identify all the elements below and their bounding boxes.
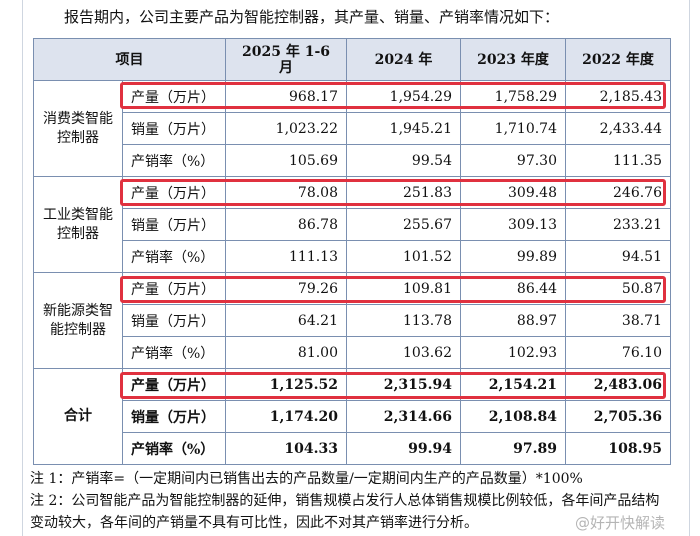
notes: 注 1：产销率=（一定期间内已销售出去的产品数量/一定期间内生产的产品数量）*1… <box>30 468 670 534</box>
header-2023: 2023 年度 <box>460 38 566 81</box>
value-cell: 99.89 <box>460 240 566 273</box>
row-label: 产销率（%） <box>122 144 226 177</box>
production-sales-table: 项目 2025 年 1-6 月 2024 年 2023 年度 2022 年度 消… <box>33 38 671 465</box>
row-label: 销量（万片） <box>122 400 226 433</box>
value-cell: 97.89 <box>460 432 566 465</box>
highlight-box <box>120 276 666 303</box>
table-row: 产销率（%） 81.00 103.62 102.93 76.10 <box>34 336 671 369</box>
value-cell: 99.54 <box>346 144 461 177</box>
value-cell: 2,108.84 <box>460 400 566 433</box>
page-frame <box>22 0 690 536</box>
value-cell: 113.78 <box>346 304 461 337</box>
value-cell: 111.35 <box>565 144 671 177</box>
group-label: 合计 <box>33 368 123 465</box>
row-label: 销量（万片） <box>122 208 226 241</box>
value-cell: 309.13 <box>460 208 566 241</box>
value-cell: 103.62 <box>346 336 461 369</box>
value-cell: 99.94 <box>346 432 461 465</box>
watermark: @好开快解读 <box>575 514 666 532</box>
row-label: 产销率（%） <box>122 240 226 273</box>
highlight-box <box>120 372 666 399</box>
value-cell: 94.51 <box>565 240 671 273</box>
value-cell: 1,023.22 <box>225 112 347 145</box>
note-1: 注 1：产销率=（一定期间内已销售出去的产品数量/一定期间内生产的产品数量）*1… <box>30 471 583 487</box>
intro-text: 报告期内，公司主要产品为智能控制器，其产量、销量、产销率情况如下： <box>64 8 560 26</box>
table-row: 销量（万片） 64.21 113.78 88.97 38.71 <box>34 304 671 337</box>
note-2: 注 2：公司智能产品为智能控制器的延伸，销售规模占发行人总体销售规模比例较低，各… <box>30 493 660 531</box>
value-cell: 86.78 <box>225 208 347 241</box>
group-label: 消费类智能控制器 <box>33 80 123 177</box>
header-2024: 2024 年 <box>346 38 461 81</box>
row-label: 销量（万片） <box>122 112 226 145</box>
group-label: 工业类智能控制器 <box>33 176 123 273</box>
table-row: 销量（万片） 1,023.22 1,945.21 1,710.74 2,433.44 <box>34 112 671 145</box>
value-cell: 1,945.21 <box>346 112 461 145</box>
value-cell: 2,433.44 <box>565 112 671 145</box>
value-cell: 97.30 <box>460 144 566 177</box>
value-cell: 255.67 <box>346 208 461 241</box>
value-cell: 64.21 <box>225 304 347 337</box>
highlight-box <box>120 179 666 206</box>
value-cell: 38.71 <box>565 304 671 337</box>
table-row: 产销率（%） 111.13 101.52 99.89 94.51 <box>34 240 671 273</box>
table-row: 销量（万片） 1,174.20 2,314.66 2,108.84 2,705.36 <box>34 400 671 433</box>
value-cell: 105.69 <box>225 144 347 177</box>
value-cell: 88.97 <box>460 304 566 337</box>
row-label: 产销率（%） <box>122 432 226 465</box>
table-row: 销量（万片） 86.78 255.67 309.13 233.21 <box>34 208 671 241</box>
value-cell: 104.33 <box>225 432 347 465</box>
group-label: 新能源类智能控制器 <box>33 272 123 369</box>
header-item: 项目 <box>33 38 226 81</box>
header-2022: 2022 年度 <box>565 38 671 81</box>
value-cell: 102.93 <box>460 336 566 369</box>
value-cell: 233.21 <box>565 208 671 241</box>
value-cell: 101.52 <box>346 240 461 273</box>
value-cell: 108.95 <box>565 432 671 465</box>
header-2025h1: 2025 年 1-6 月 <box>225 38 347 81</box>
value-cell: 76.10 <box>565 336 671 369</box>
row-label: 销量（万片） <box>122 304 226 337</box>
value-cell: 1,174.20 <box>225 400 347 433</box>
row-label: 产销率（%） <box>122 336 226 369</box>
value-cell: 2,705.36 <box>565 400 671 433</box>
value-cell: 81.00 <box>225 336 347 369</box>
value-cell: 1,710.74 <box>460 112 566 145</box>
table-row: 产销率（%） 104.33 99.94 97.89 108.95 <box>34 432 671 465</box>
value-cell: 111.13 <box>225 240 347 273</box>
highlight-box <box>120 82 666 109</box>
table-row: 产销率（%） 105.69 99.54 97.30 111.35 <box>34 144 671 177</box>
value-cell: 2,314.66 <box>346 400 461 433</box>
